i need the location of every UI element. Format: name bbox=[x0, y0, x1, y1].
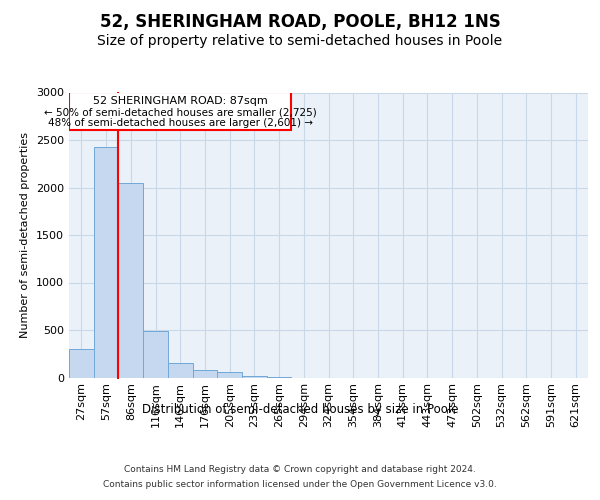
Text: ← 50% of semi-detached houses are smaller (2,725): ← 50% of semi-detached houses are smalle… bbox=[44, 108, 317, 118]
Bar bbox=[168, 363, 193, 378]
Text: 52 SHERINGHAM ROAD: 87sqm: 52 SHERINGHAM ROAD: 87sqm bbox=[93, 96, 268, 106]
Text: Contains public sector information licensed under the Open Government Licence v3: Contains public sector information licen… bbox=[103, 480, 497, 489]
Text: Size of property relative to semi-detached houses in Poole: Size of property relative to semi-detach… bbox=[97, 34, 503, 48]
Bar bbox=[242, 376, 267, 378]
Text: 52, SHERINGHAM ROAD, POOLE, BH12 1NS: 52, SHERINGHAM ROAD, POOLE, BH12 1NS bbox=[100, 12, 500, 30]
Bar bbox=[217, 372, 242, 378]
Text: Distribution of semi-detached houses by size in Poole: Distribution of semi-detached houses by … bbox=[142, 402, 458, 415]
Bar bbox=[143, 331, 168, 378]
Y-axis label: Number of semi-detached properties: Number of semi-detached properties bbox=[20, 132, 31, 338]
Bar bbox=[118, 182, 143, 378]
Bar bbox=[94, 147, 118, 378]
Text: Contains HM Land Registry data © Crown copyright and database right 2024.: Contains HM Land Registry data © Crown c… bbox=[124, 465, 476, 474]
Bar bbox=[69, 92, 292, 130]
Text: 48% of semi-detached houses are larger (2,601) →: 48% of semi-detached houses are larger (… bbox=[48, 118, 313, 128]
Bar bbox=[69, 349, 94, 378]
Bar bbox=[193, 370, 217, 378]
